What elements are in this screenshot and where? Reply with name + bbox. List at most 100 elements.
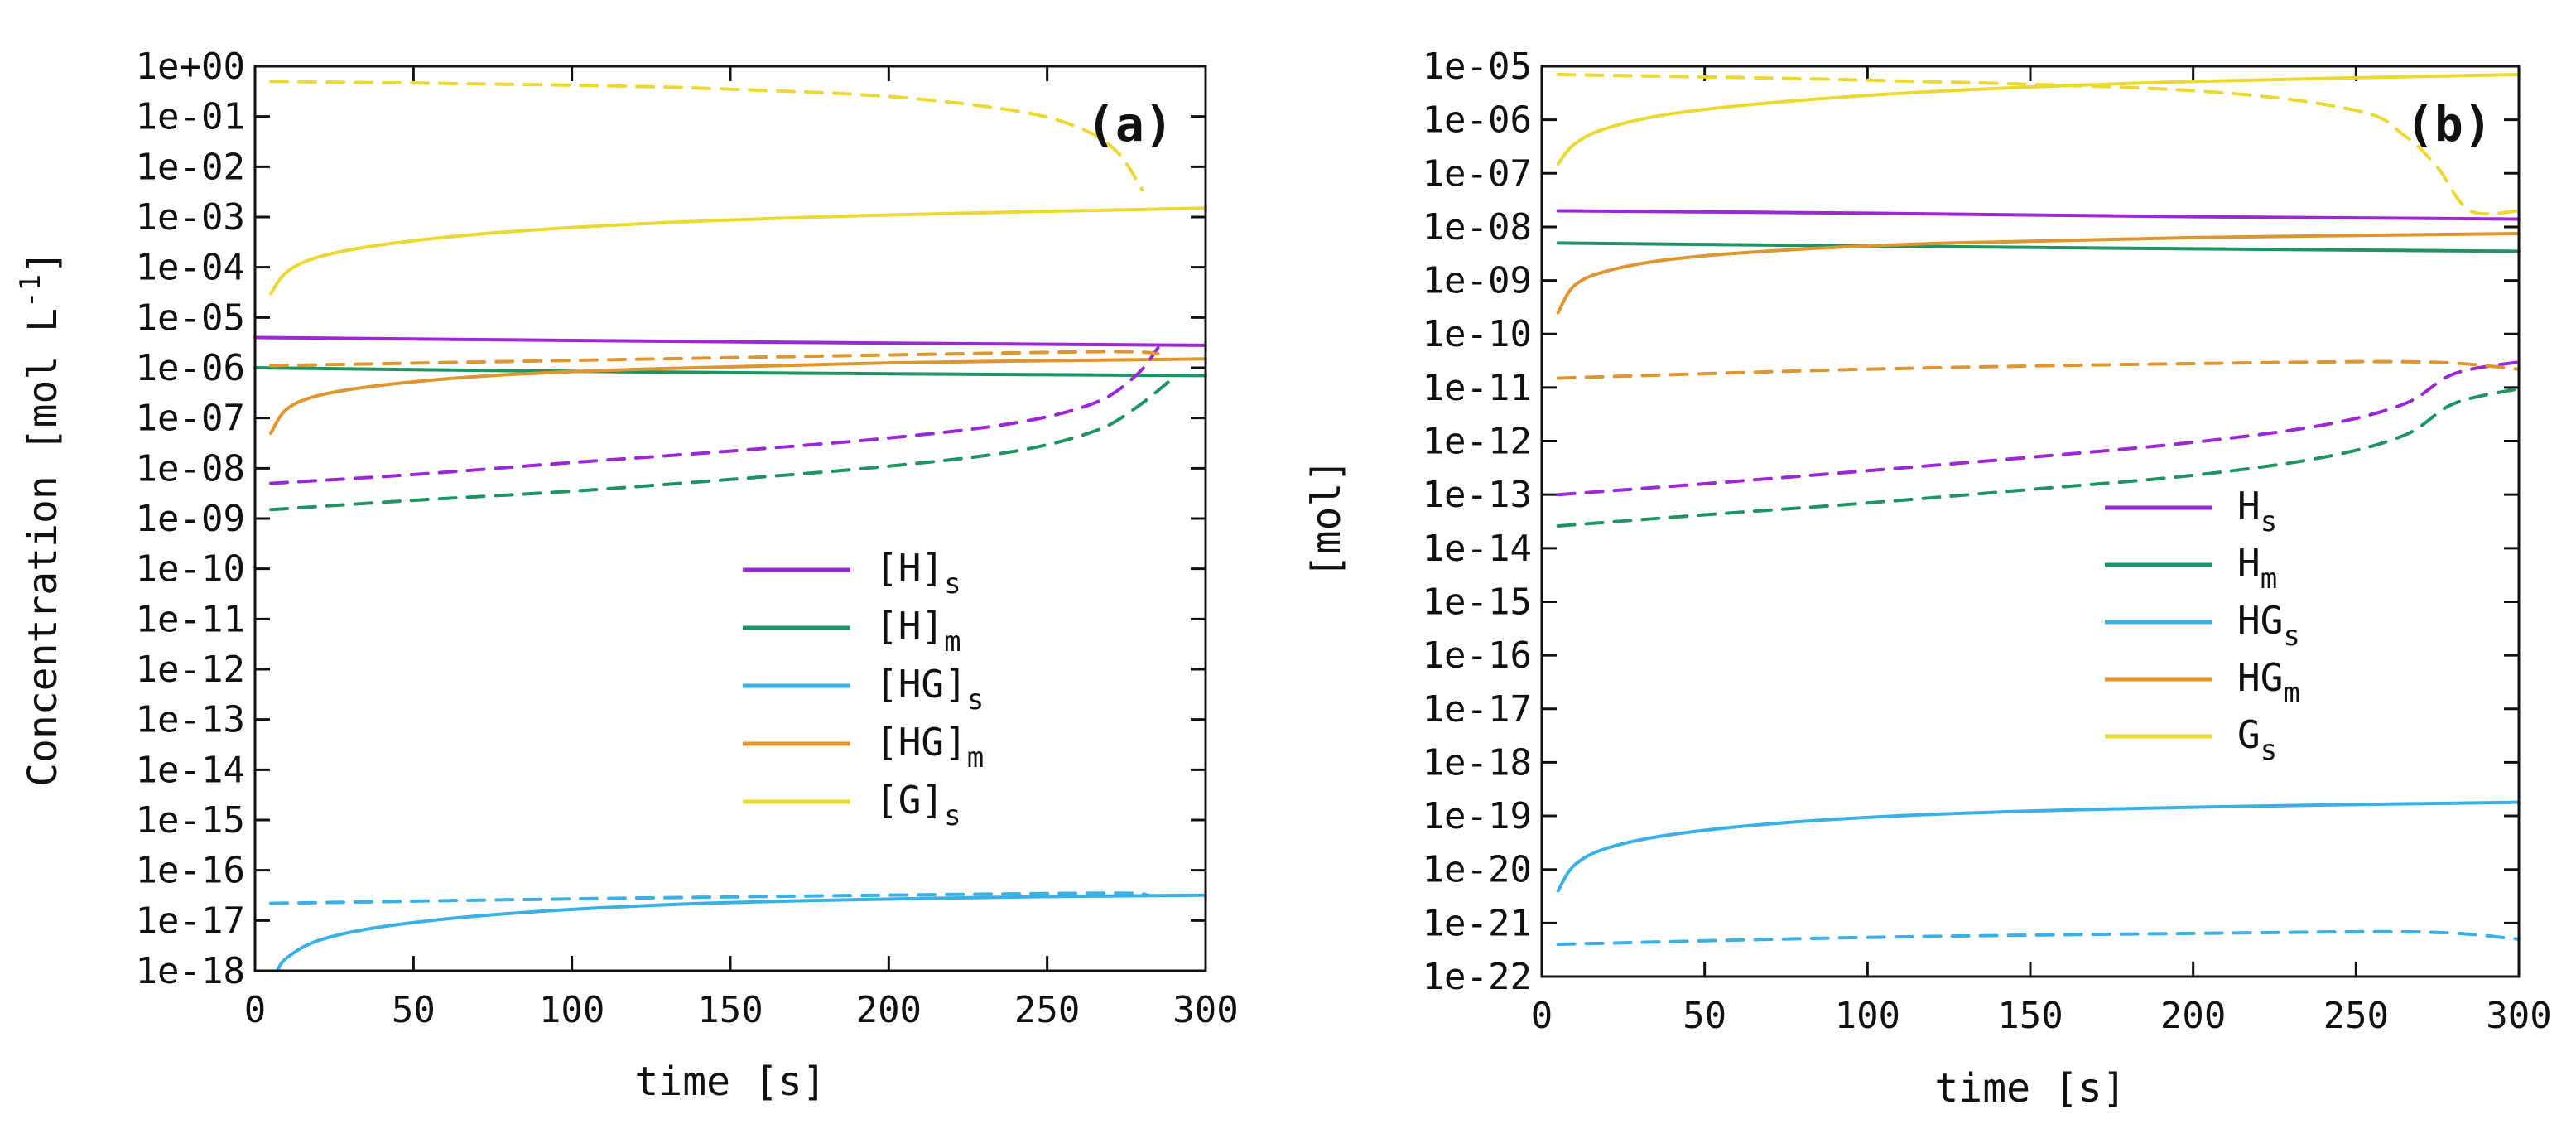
legend-label-base: H <box>2237 484 2261 528</box>
panel-b-label: (b) <box>2405 96 2492 152</box>
series-line-blue-dashed <box>1556 929 2521 947</box>
legend-label-base: [HG] <box>875 720 967 765</box>
panel-b-y-axis-title: [mol] <box>1303 459 1350 579</box>
y-tick-label: 1e-21 <box>1423 902 1532 944</box>
y-tick-label: 1e-05 <box>136 297 245 339</box>
series-line-green-solid <box>253 366 1207 378</box>
legend-label: [HG]s <box>875 662 984 716</box>
series-line-green-dashed <box>269 375 1176 512</box>
y-tick-label: 1e-10 <box>1423 313 1532 355</box>
y-tick-label: 1e-03 <box>136 196 245 239</box>
x-tick-label: 100 <box>539 989 604 1031</box>
legend-label: HGm <box>2237 655 2300 710</box>
legend-label: [G]s <box>875 778 961 832</box>
x-tick-label: 200 <box>856 989 922 1031</box>
legend-label-base: HG <box>2237 598 2283 643</box>
legend-label: HGs <box>2237 598 2300 653</box>
y-tick-label: 1e-13 <box>136 699 245 741</box>
legend-label: Hs <box>2237 484 2277 538</box>
y-tick-label: 1e-16 <box>1423 634 1532 677</box>
panel-b-plot-frame <box>1540 65 2521 978</box>
x-tick-label: 150 <box>1997 995 2063 1037</box>
legend-label: [H]m <box>875 604 961 658</box>
series-line-purple-solid <box>1556 209 2521 221</box>
y-tick-label: 1e-02 <box>136 146 245 188</box>
panel-a-series <box>253 80 1207 972</box>
x-tick-label: 50 <box>1683 995 1726 1037</box>
y-tick-label: 1e-18 <box>1423 741 1532 784</box>
panel-a-x-axis-title: time [s] <box>634 1059 826 1105</box>
y-tick-label: 1e-17 <box>1423 688 1532 731</box>
series-line-blue-solid <box>1556 800 2521 893</box>
y-tick-label: 1e-01 <box>136 96 245 138</box>
panel-a-legend: [H]s[H]m[HG]s[HG]m[G]s <box>743 546 984 832</box>
y-tick-label: 1e-09 <box>136 498 245 540</box>
y-tick-label: 1e-07 <box>136 398 245 440</box>
y-tick-label: 1e-08 <box>1423 206 1532 248</box>
y-tick-label: 1e+00 <box>136 46 245 88</box>
legend-label-sub: m <box>944 625 961 658</box>
series-line-purple-solid <box>253 335 1207 347</box>
legend-label-sub: m <box>2261 562 2277 596</box>
y-tick-label: 1e-09 <box>1423 260 1532 302</box>
x-tick-label: 150 <box>697 989 763 1031</box>
legend-label-base: [H] <box>875 546 944 591</box>
x-tick-label: 250 <box>1014 989 1080 1031</box>
y-tick-label: 1e-17 <box>136 900 245 942</box>
y-tick-label: 1e-12 <box>136 649 245 691</box>
legend-label-base: HG <box>2237 655 2283 700</box>
panel-b-ticks: 0 50 100 150 200 250 300 1e-05 1e-06 1e-07 1e-08 1e… <box>1423 46 2552 1037</box>
legend-label: [H]s <box>875 546 961 601</box>
y-tick-label: 1e-15 <box>136 799 245 842</box>
series-line-green-dashed <box>1556 387 2521 528</box>
y-tick-label: 1e-12 <box>1423 421 1532 463</box>
series-line-orange-dashed <box>1556 359 2521 380</box>
series-line-yellow-solid <box>1556 73 2521 166</box>
legend-label: Gs <box>2237 712 2277 767</box>
x-tick-label: 0 <box>1531 995 1553 1037</box>
series-line-purple-dashed <box>269 345 1160 485</box>
legend-label-sub: m <box>2283 677 2299 710</box>
x-tick-label: 300 <box>2486 995 2551 1037</box>
legend-label-sub: s <box>967 683 984 716</box>
x-tick-label: 200 <box>2160 995 2226 1037</box>
y-tick-label: 1e-14 <box>1423 528 1532 570</box>
panel-a-y-axis-title: Concentration [mol L-1] <box>14 250 66 787</box>
series-line-purple-dashed <box>1556 360 2521 497</box>
legend-label-base: G <box>2237 712 2261 757</box>
y-tick-label: 1e-15 <box>1423 581 1532 623</box>
legend-label-sub: s <box>2283 620 2299 653</box>
legend-label-sub: s <box>944 799 961 832</box>
y-tick-label: 1e-19 <box>1423 795 1532 837</box>
legend-label: Hm <box>2237 541 2277 596</box>
panel-b-x-axis-title: time [s] <box>1934 1065 2126 1112</box>
y-tick-label: 1e-13 <box>1423 474 1532 516</box>
y-tick-label: 1e-05 <box>1423 46 1532 88</box>
y-tick-label: 1e-18 <box>136 950 245 992</box>
y-tick-label: 1e-06 <box>1423 99 1532 142</box>
series-line-yellow-dashed <box>1556 73 2521 216</box>
panel-a-plot-frame <box>253 65 1207 972</box>
y-tick-label: 1e-11 <box>1423 367 1532 409</box>
y-tick-label: 1e-14 <box>136 749 245 791</box>
legend-label-sub: s <box>2261 734 2277 767</box>
legend-label-sub: s <box>944 567 961 601</box>
series-line-orange-dashed <box>269 350 1160 368</box>
panel-a-label: (a) <box>1086 96 1173 152</box>
y-tick-label: 1e-16 <box>136 850 245 892</box>
series-line-orange-solid <box>269 357 1207 435</box>
legend-label-base: [H] <box>875 604 944 649</box>
legend-label-sub: m <box>967 741 984 774</box>
panel-a-y-axis-title-sup: -1 <box>14 274 47 308</box>
series-line-orange-solid <box>1556 232 2521 315</box>
y-tick-label: 1e-10 <box>136 548 245 591</box>
series-line-yellow-dashed <box>269 80 1144 191</box>
series-line-green-solid <box>1556 241 2521 253</box>
y-tick-label: 1e-20 <box>1423 849 1532 891</box>
x-tick-label: 300 <box>1172 989 1238 1031</box>
y-tick-label: 1e-07 <box>1423 152 1532 195</box>
panel-a-y-axis-title-end: ] <box>20 250 66 274</box>
y-tick-label: 1e-11 <box>136 598 245 640</box>
